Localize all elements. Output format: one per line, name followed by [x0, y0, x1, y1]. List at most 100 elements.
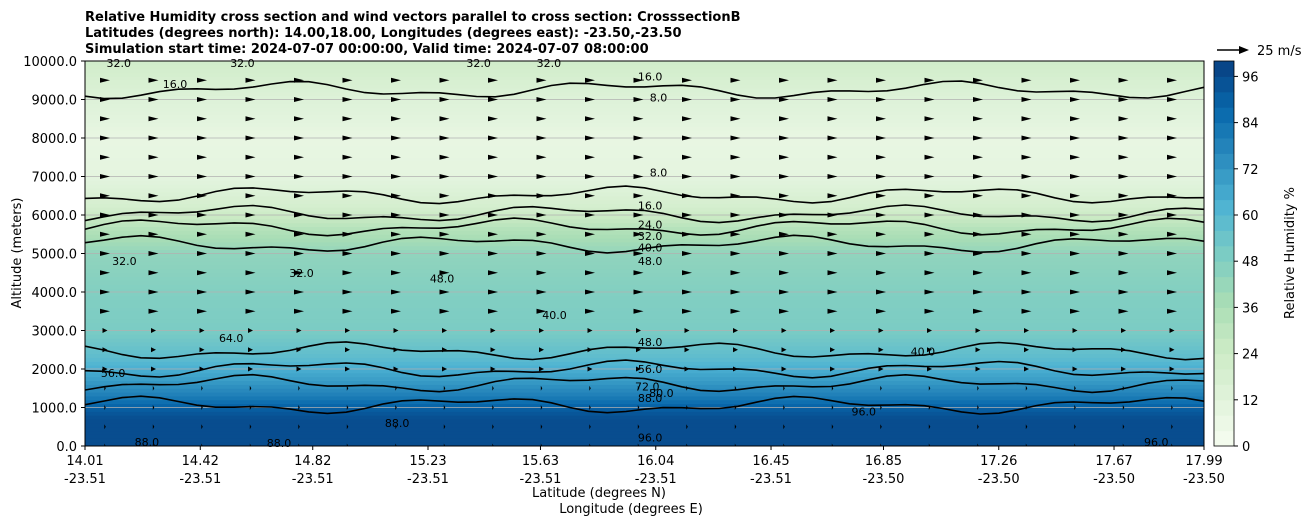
wind-vector — [391, 289, 401, 295]
wind-vector — [245, 212, 256, 218]
humidity-band — [85, 99, 1204, 104]
wind-vector — [977, 385, 979, 391]
wind-vector — [442, 347, 447, 353]
wind-vector — [294, 135, 304, 141]
y-axis-label: Altitude (meters) — [10, 198, 25, 309]
humidity-band — [85, 106, 1204, 112]
wind-vector — [1070, 231, 1080, 237]
wind-vector — [636, 366, 641, 372]
wind-vector — [148, 270, 159, 276]
wind-vector — [686, 385, 688, 391]
humidity-band — [85, 430, 1204, 435]
colorbar: 0 12 24 36 48 60 72 84 96 Relative Humidity % — [1213, 60, 1298, 455]
wind-vector — [636, 347, 641, 353]
contour-label: 48.0 — [430, 273, 455, 286]
wind-vector — [294, 231, 304, 237]
contour-label: 48.0 — [638, 255, 663, 268]
wind-vector — [100, 231, 110, 237]
x-tick-longitude: -23.51 — [179, 472, 221, 487]
humidity-band — [85, 95, 1204, 100]
contour-line — [85, 373, 1204, 394]
y-axis: 0.0 1000.0 2000.0 3000.0 4000.0 5000.0 6000.0 7… — [23, 55, 85, 455]
wind-vector — [1025, 443, 1028, 446]
humidity-band — [85, 403, 1204, 408]
wind-vector — [346, 443, 349, 446]
wind-vector — [391, 116, 401, 122]
wind-vector — [779, 77, 789, 83]
wind-vector — [928, 443, 931, 446]
humidity-band — [85, 353, 1204, 358]
wind-vector — [152, 424, 155, 430]
wind-vector — [633, 116, 644, 122]
wind-vector — [633, 308, 644, 314]
wind-vector — [779, 289, 789, 295]
wind-vector — [1169, 366, 1175, 372]
humidity-band — [85, 387, 1204, 393]
humidity-band — [85, 333, 1204, 339]
wind-vector — [1021, 289, 1032, 295]
wind-vector — [1074, 424, 1076, 430]
wind-vector — [682, 77, 692, 83]
wind-vector — [730, 193, 741, 199]
wind-vector — [684, 328, 690, 333]
wind-vector — [439, 308, 450, 314]
wind-vector — [492, 443, 494, 446]
wind-vector — [587, 347, 593, 353]
contour-label: 56.0 — [101, 367, 126, 380]
wind-vector — [781, 366, 787, 372]
y-tick-label: 7000.0 — [32, 171, 78, 186]
wind-vector — [779, 231, 789, 237]
wind-vector — [1167, 135, 1177, 141]
y-tick-label: 8000.0 — [32, 132, 78, 147]
wind-vector — [100, 289, 110, 295]
humidity-band — [85, 241, 1204, 247]
wind-vector — [443, 405, 446, 410]
wind-vector — [488, 289, 498, 295]
wind-vector — [682, 193, 692, 199]
wind-vector — [201, 443, 203, 446]
wind-vector — [783, 405, 785, 410]
wind-vector — [633, 135, 644, 141]
wind-vector — [248, 366, 253, 372]
wind-vector — [1024, 328, 1029, 333]
wind-vector — [633, 193, 644, 199]
wind-vector — [1121, 328, 1126, 333]
colorbar-band — [1214, 215, 1234, 231]
wind-vector — [148, 308, 159, 314]
wind-vector — [439, 174, 450, 179]
colorbar-tick-label: 0 — [1242, 440, 1250, 455]
colorbar-band — [1214, 338, 1234, 355]
contour-label: 16.0 — [638, 199, 663, 212]
wind-vector — [439, 193, 450, 199]
wind-vector — [249, 424, 252, 430]
wind-vector — [1167, 154, 1177, 160]
contour-label: 48.0 — [638, 336, 663, 349]
wind-vector — [490, 328, 496, 333]
wind-vector — [1167, 289, 1177, 295]
wind-vector — [827, 116, 838, 122]
wind-vector — [294, 270, 304, 276]
y-tick-label: 5000.0 — [32, 248, 78, 263]
wind-vector — [148, 154, 159, 160]
humidity-band — [85, 426, 1204, 432]
wind-vector — [248, 328, 253, 333]
wind-vector — [585, 289, 595, 295]
wind-vector — [197, 308, 207, 314]
wind-vector — [1169, 328, 1175, 333]
contour-line — [85, 204, 1204, 224]
wind-vector — [1118, 251, 1129, 256]
colorbar-band — [1214, 399, 1234, 416]
contour-label: 40.0 — [638, 242, 663, 255]
wind-vector — [1167, 77, 1177, 83]
wind-vector — [439, 289, 450, 295]
wind-vector — [199, 366, 205, 372]
wind-vector — [1070, 154, 1080, 160]
humidity-band — [85, 318, 1204, 324]
wind-vector — [245, 154, 256, 160]
colorbar-band — [1214, 138, 1234, 154]
wind-vector — [342, 77, 353, 83]
wind-vector — [734, 443, 737, 446]
wind-vector — [682, 251, 692, 256]
wind-vector — [199, 328, 205, 333]
